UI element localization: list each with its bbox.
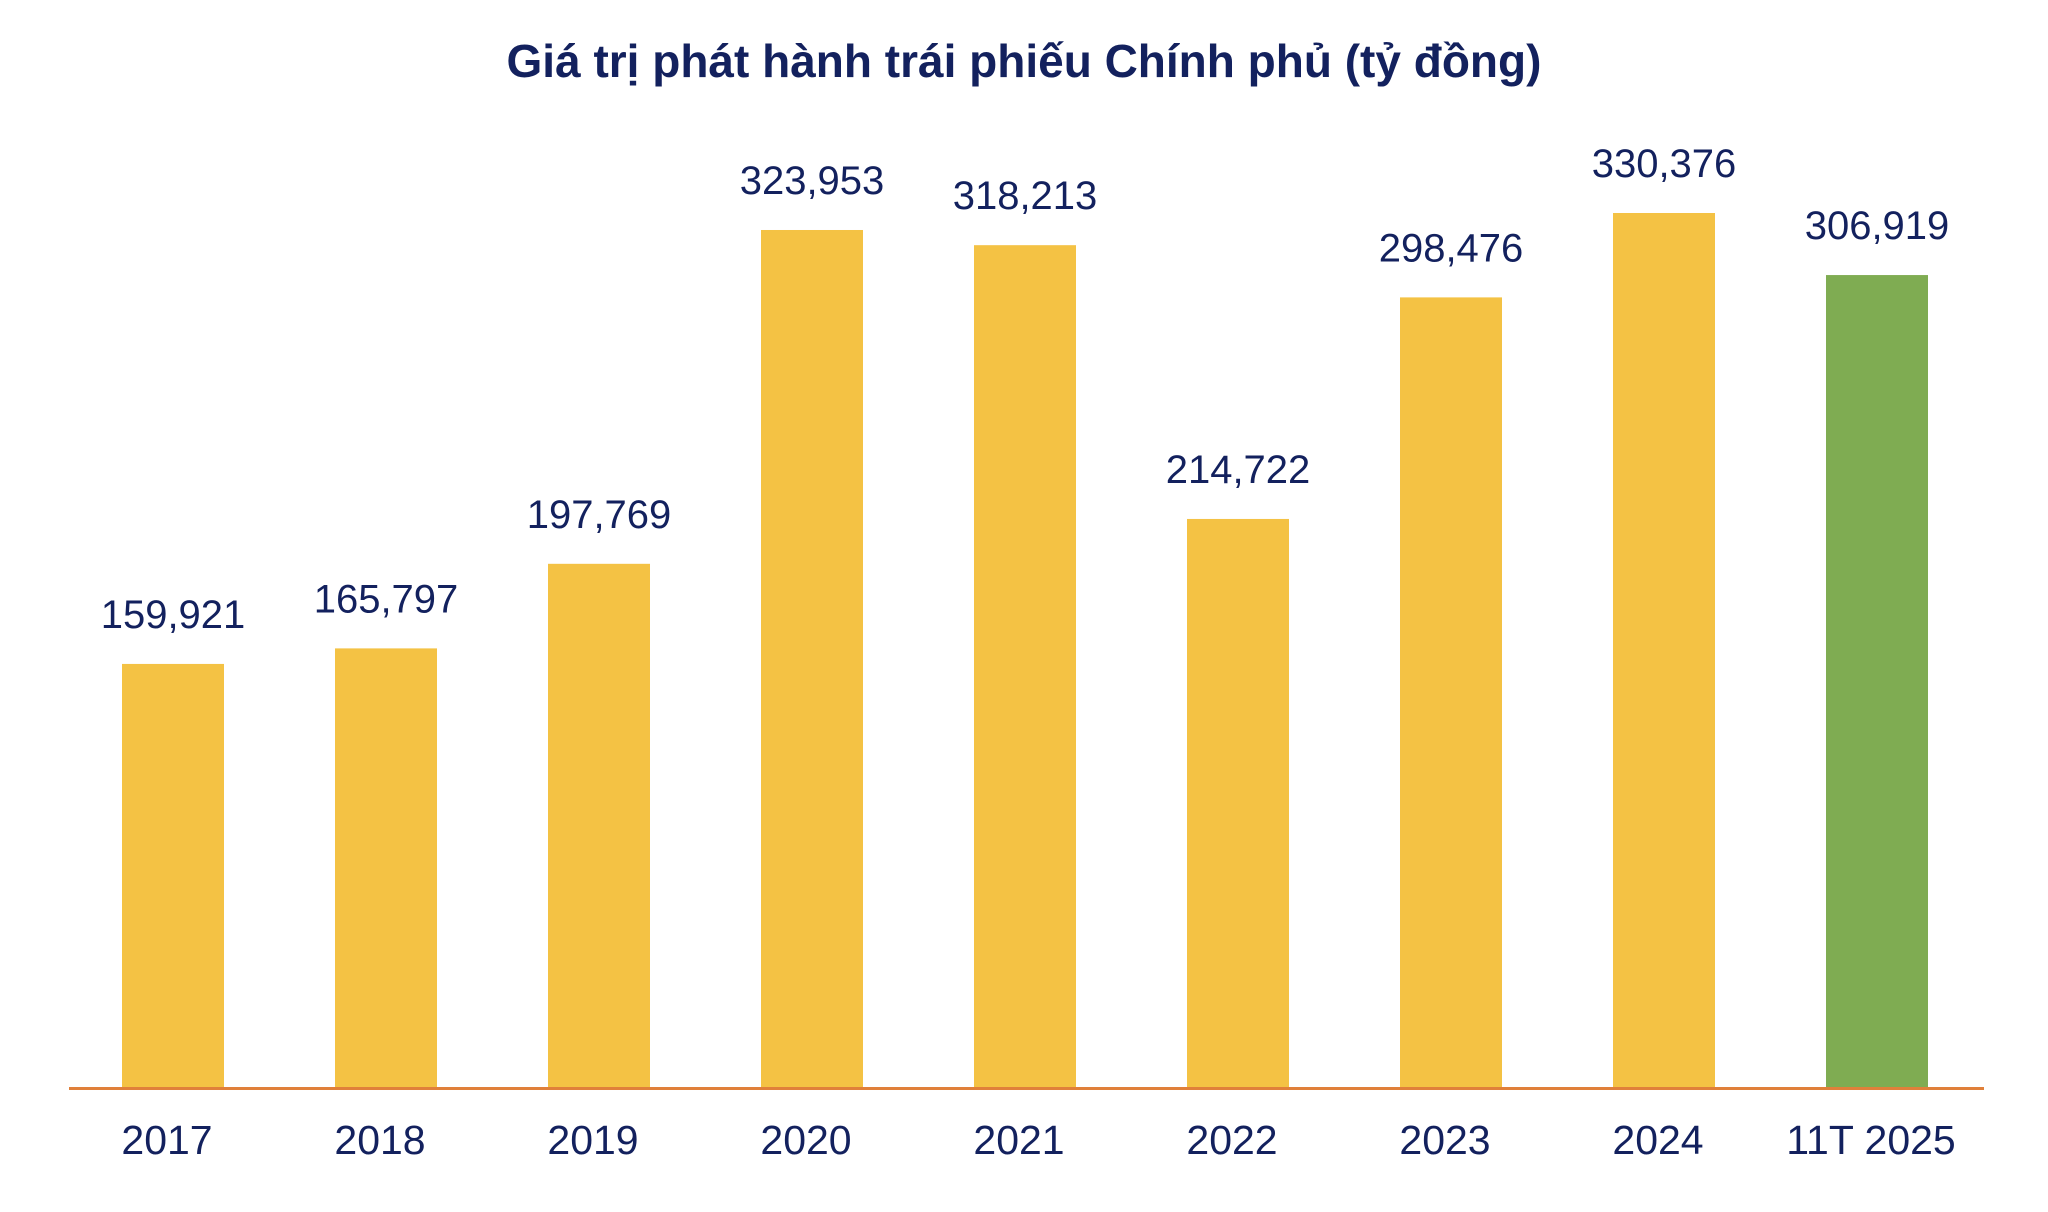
data-label: 159,921 (101, 593, 246, 637)
bar-11T-2025 (1826, 275, 1928, 1087)
x-tick-label: 2018 (334, 1117, 425, 1163)
bar-2019 (548, 563, 650, 1087)
bar-2020 (761, 229, 863, 1088)
data-label: 323,953 (740, 159, 885, 203)
data-label: 330,376 (1592, 142, 1737, 186)
bar-2023 (1400, 297, 1502, 1087)
x-tick-label: 2023 (1399, 1117, 1490, 1163)
data-label: 214,722 (1166, 448, 1311, 492)
x-tick-label: 2024 (1612, 1117, 1703, 1163)
bar-2018 (335, 648, 437, 1087)
chart-title: Giá trị phát hành trái phiếu Chính phủ (… (506, 35, 1542, 87)
x-tick-label: 11T 2025 (1786, 1117, 1955, 1163)
data-label: 165,797 (314, 577, 459, 621)
bar-2022 (1187, 518, 1289, 1087)
x-tick-label: 2021 (973, 1117, 1064, 1163)
x-tick-label: 2020 (760, 1117, 851, 1163)
x-tick-label: 2017 (121, 1117, 212, 1163)
x-tick-label: 2019 (547, 1117, 638, 1163)
data-label: 318,213 (953, 174, 1098, 218)
data-label: 298,476 (1379, 226, 1524, 270)
bar-2024 (1613, 213, 1715, 1087)
x-tick-label: 2022 (1186, 1117, 1277, 1163)
bar-2021 (974, 245, 1076, 1087)
data-label: 306,919 (1805, 204, 1950, 248)
bar-2017 (122, 663, 224, 1087)
data-label: 197,769 (527, 493, 672, 537)
